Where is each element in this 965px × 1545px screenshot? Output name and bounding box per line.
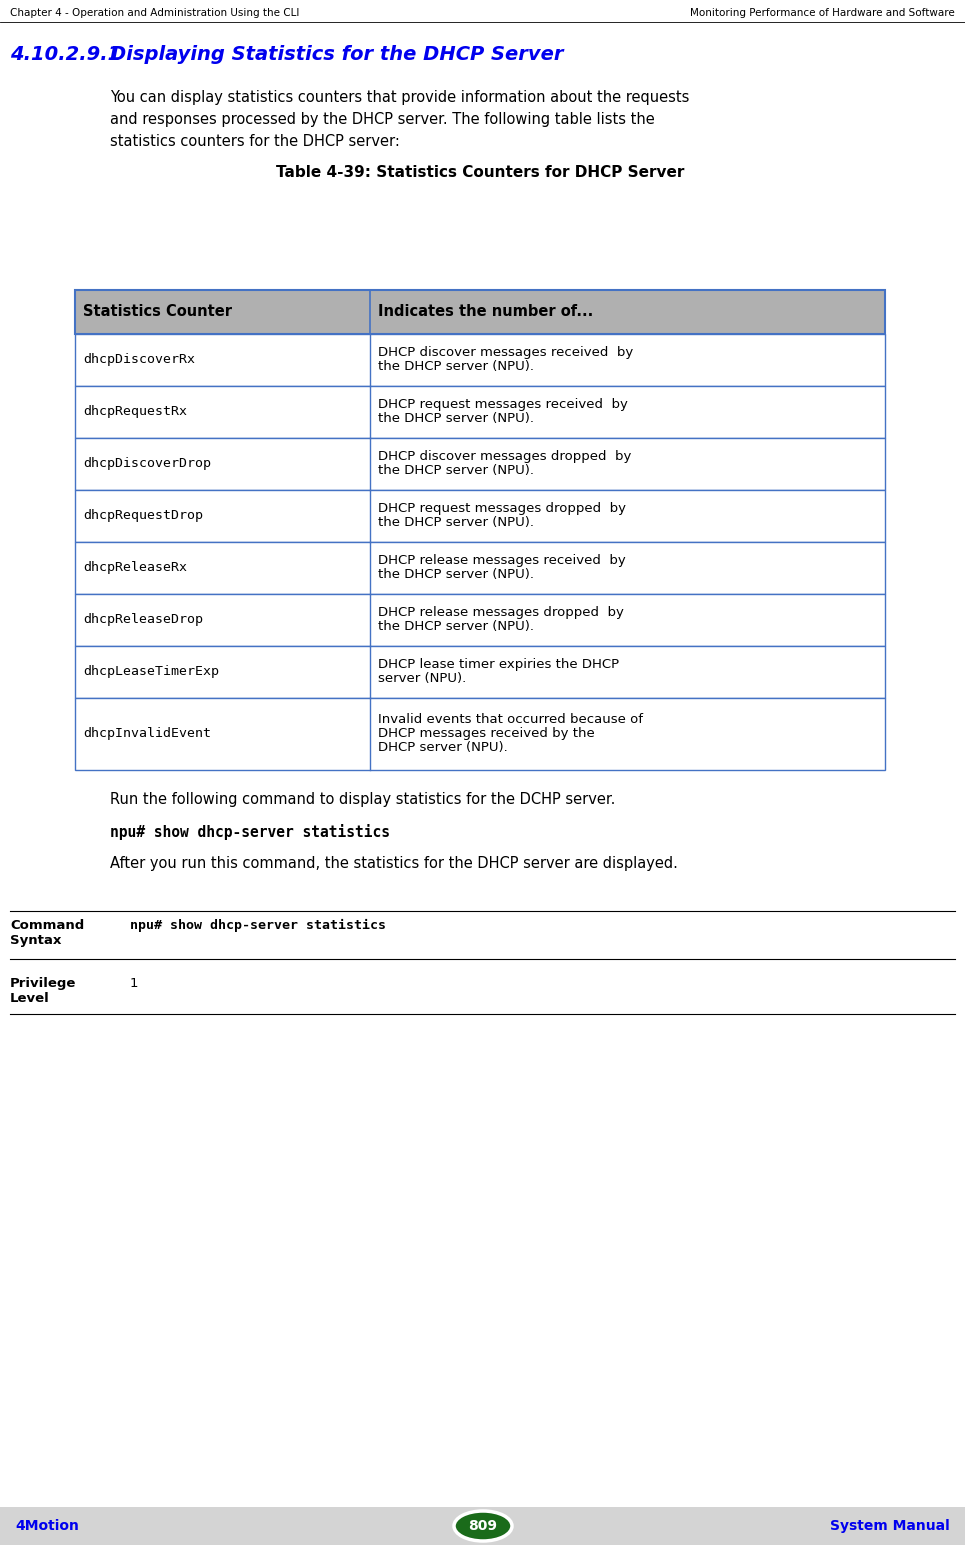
Text: the DHCP server (NPU).: the DHCP server (NPU). bbox=[378, 516, 534, 528]
Text: dhcpDiscoverRx: dhcpDiscoverRx bbox=[83, 354, 195, 366]
Text: the DHCP server (NPU).: the DHCP server (NPU). bbox=[378, 360, 534, 372]
Text: Displaying Statistics for the DHCP Server: Displaying Statistics for the DHCP Serve… bbox=[110, 45, 564, 63]
Text: 809: 809 bbox=[468, 1519, 498, 1533]
Text: dhcpDiscoverDrop: dhcpDiscoverDrop bbox=[83, 457, 211, 471]
Text: server (NPU).: server (NPU). bbox=[378, 672, 466, 684]
FancyBboxPatch shape bbox=[75, 646, 885, 698]
Text: 4Motion: 4Motion bbox=[15, 1519, 79, 1533]
FancyBboxPatch shape bbox=[0, 1506, 965, 1545]
Text: and responses processed by the DHCP server. The following table lists the: and responses processed by the DHCP serv… bbox=[110, 111, 654, 127]
FancyBboxPatch shape bbox=[75, 386, 885, 437]
Text: 4.10.2.9.1: 4.10.2.9.1 bbox=[10, 45, 122, 63]
FancyBboxPatch shape bbox=[75, 490, 885, 542]
Text: dhcpRequestDrop: dhcpRequestDrop bbox=[83, 510, 203, 522]
Text: Table 4-39: Statistics Counters for DHCP Server: Table 4-39: Statistics Counters for DHCP… bbox=[276, 165, 684, 181]
Text: statistics counters for the DHCP server:: statistics counters for the DHCP server: bbox=[110, 134, 400, 148]
Text: Invalid events that occurred because of: Invalid events that occurred because of bbox=[378, 712, 643, 726]
Text: After you run this command, the statistics for the DHCP server are displayed.: After you run this command, the statisti… bbox=[110, 856, 677, 871]
Text: DHCP release messages dropped  by: DHCP release messages dropped by bbox=[378, 606, 624, 620]
Text: DHCP server (NPU).: DHCP server (NPU). bbox=[378, 742, 508, 754]
Text: DHCP release messages received  by: DHCP release messages received by bbox=[378, 555, 625, 567]
Ellipse shape bbox=[454, 1511, 512, 1540]
Text: Privilege
Level: Privilege Level bbox=[10, 976, 76, 1004]
Text: the DHCP server (NPU).: the DHCP server (NPU). bbox=[378, 413, 534, 425]
FancyBboxPatch shape bbox=[75, 542, 885, 593]
FancyBboxPatch shape bbox=[75, 437, 885, 490]
Text: the DHCP server (NPU).: the DHCP server (NPU). bbox=[378, 569, 534, 581]
Text: npu# show dhcp-server statistics: npu# show dhcp-server statistics bbox=[130, 919, 386, 932]
Text: dhcpRequestRx: dhcpRequestRx bbox=[83, 405, 187, 419]
Text: dhcpLeaseTimerExp: dhcpLeaseTimerExp bbox=[83, 666, 219, 678]
FancyBboxPatch shape bbox=[75, 593, 885, 646]
Text: You can display statistics counters that provide information about the requests: You can display statistics counters that… bbox=[110, 90, 689, 105]
Text: npu# show dhcp-server statistics: npu# show dhcp-server statistics bbox=[110, 823, 390, 840]
Text: Chapter 4 - Operation and Administration Using the CLI: Chapter 4 - Operation and Administration… bbox=[10, 8, 299, 19]
Text: the DHCP server (NPU).: the DHCP server (NPU). bbox=[378, 620, 534, 633]
Text: Indicates the number of...: Indicates the number of... bbox=[378, 304, 593, 320]
Text: DHCP lease timer expiries the DHCP: DHCP lease timer expiries the DHCP bbox=[378, 658, 620, 671]
FancyBboxPatch shape bbox=[75, 290, 885, 334]
Text: 1: 1 bbox=[130, 976, 139, 990]
Text: dhcpReleaseDrop: dhcpReleaseDrop bbox=[83, 613, 203, 627]
Text: DHCP messages received by the: DHCP messages received by the bbox=[378, 728, 594, 740]
Text: Statistics Counter: Statistics Counter bbox=[83, 304, 232, 320]
Text: DHCP request messages received  by: DHCP request messages received by bbox=[378, 399, 628, 411]
FancyBboxPatch shape bbox=[75, 698, 885, 769]
Text: System Manual: System Manual bbox=[830, 1519, 950, 1533]
Text: Run the following command to display statistics for the DCHP server.: Run the following command to display sta… bbox=[110, 793, 616, 806]
Text: DHCP discover messages received  by: DHCP discover messages received by bbox=[378, 346, 633, 358]
Text: dhcpReleaseRx: dhcpReleaseRx bbox=[83, 561, 187, 575]
Text: dhcpInvalidEvent: dhcpInvalidEvent bbox=[83, 728, 211, 740]
Text: Command
Syntax: Command Syntax bbox=[10, 919, 84, 947]
Text: Monitoring Performance of Hardware and Software: Monitoring Performance of Hardware and S… bbox=[690, 8, 955, 19]
Text: the DHCP server (NPU).: the DHCP server (NPU). bbox=[378, 464, 534, 477]
Text: DHCP discover messages dropped  by: DHCP discover messages dropped by bbox=[378, 450, 631, 464]
Text: DHCP request messages dropped  by: DHCP request messages dropped by bbox=[378, 502, 626, 514]
FancyBboxPatch shape bbox=[75, 334, 885, 386]
